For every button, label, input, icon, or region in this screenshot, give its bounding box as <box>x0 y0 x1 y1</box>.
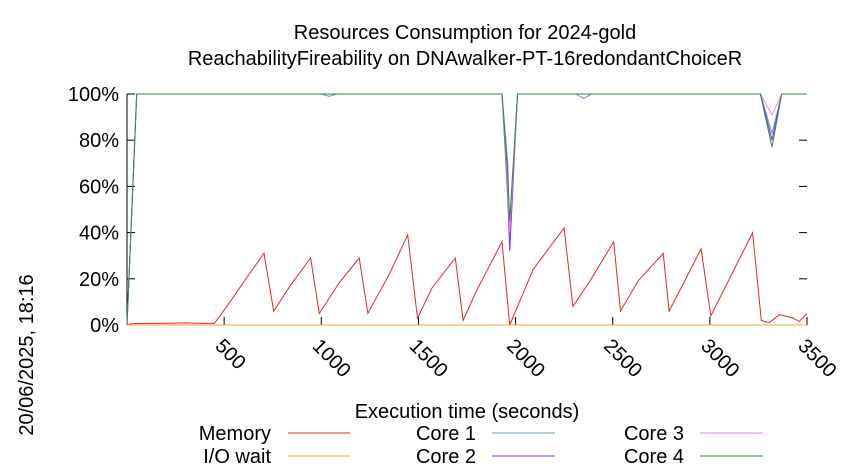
legend-label-i-o-wait: I/O wait <box>203 446 271 468</box>
y-tick-label: 80% <box>79 130 119 152</box>
y-ticks: 0% 20% 40% 60% 80% 100% <box>68 84 807 337</box>
x-tick-label: 1500 <box>405 335 452 382</box>
series-line-core-1 <box>126 93 807 326</box>
legend-label-core-2: Core 2 <box>416 446 476 468</box>
y-tick-label: 60% <box>79 176 119 198</box>
series-line-core-2 <box>126 93 807 326</box>
x-tick-label: 1000 <box>308 335 355 382</box>
series-line-core-3 <box>126 93 807 326</box>
legend-label-core-4: Core 4 <box>624 446 684 468</box>
legend-label-core-3: Core 3 <box>624 423 684 445</box>
x-ticks: 500 1000 1500 2000 2500 3000 3500 <box>211 317 840 382</box>
side-timestamp: 20/06/2025, 18:16 <box>16 274 38 435</box>
x-tick-label: 3500 <box>793 335 840 382</box>
x-tick-label: 3000 <box>696 335 743 382</box>
series-line-core-4 <box>126 93 807 326</box>
x-tick-label: 500 <box>211 335 250 374</box>
x-tick-label: 2500 <box>599 335 646 382</box>
plot-frame <box>126 94 807 326</box>
y-tick-label: 100% <box>68 84 119 106</box>
x-tick-label: 2000 <box>502 335 549 382</box>
y-tick-label: 20% <box>79 269 119 291</box>
series-line-memory <box>126 226 808 326</box>
chart-title: Resources Consumption for 2024-gold <box>294 22 636 44</box>
series-lines <box>126 93 808 326</box>
legend-label-core-1: Core 1 <box>416 423 476 445</box>
y-tick-label: 0% <box>90 315 119 337</box>
chart-subtitle: ReachabilityFireability on DNAwalker-PT-… <box>188 48 742 70</box>
legend-label-memory: Memory <box>199 423 271 445</box>
x-axis-label: Execution time (seconds) <box>355 401 580 423</box>
y-tick-label: 40% <box>79 223 119 245</box>
